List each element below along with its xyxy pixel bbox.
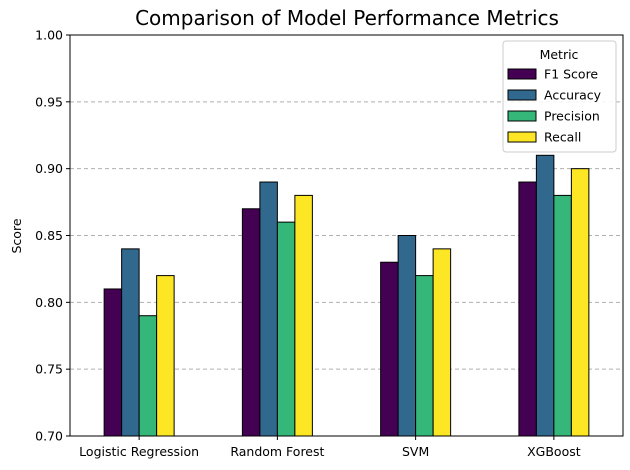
bar-accuracy	[535, 154, 555, 437]
x-tick-label: XGBoost	[527, 444, 581, 459]
y-tick-label: 1.00	[35, 28, 63, 43]
legend-swatch	[507, 68, 537, 80]
y-tick-label: 0.70	[35, 429, 63, 444]
plot-frame	[69, 34, 624, 437]
legend-title: Metric	[540, 47, 579, 62]
bar-f1-score	[380, 261, 399, 437]
bar-precision	[276, 221, 296, 437]
y-tick-label: 0.85	[35, 228, 63, 243]
x-axis-ticks: Logistic Regression Random Forest SVM XGBoo…	[79, 436, 581, 459]
legend-label: Precision	[544, 109, 600, 124]
bar-precision	[553, 194, 572, 437]
bar-recall	[432, 248, 452, 437]
legend-swatch	[507, 89, 537, 101]
y-tick-label: 0.75	[35, 362, 63, 377]
y-axis-label: Score	[9, 218, 24, 253]
legend-label: Recall	[544, 130, 581, 145]
bar-precision	[415, 275, 434, 437]
bar-precision	[138, 315, 158, 437]
x-tick-label: Logistic Regression	[79, 444, 199, 459]
legend: Metric F1 Score Accuracy Precision Recall	[502, 40, 617, 153]
x-tick-label: SVM	[402, 444, 429, 459]
bar-recall	[570, 168, 590, 437]
bars	[103, 154, 590, 437]
bar-accuracy	[397, 235, 417, 437]
legend-label: F1 Score	[544, 67, 598, 82]
legend-swatch	[507, 131, 537, 143]
bar-f1-score	[241, 208, 261, 437]
legend-label: Accuracy	[544, 88, 602, 103]
y-tick-label: 0.80	[35, 295, 63, 310]
bar-f1-score	[518, 181, 537, 437]
legend-items: F1 Score Accuracy Precision Recall	[507, 67, 602, 145]
bar-f1-score	[103, 288, 123, 437]
bar-accuracy	[121, 248, 140, 437]
bar-recall	[294, 194, 313, 437]
y-tick-label: 0.95	[35, 94, 63, 109]
bar-accuracy	[259, 181, 278, 437]
legend-swatch	[507, 110, 537, 122]
y-axis-ticks: 0.70 0.75 0.80 0.85 0.90 0.95 1.00	[35, 28, 70, 444]
chart-title: Comparison of Model Performance Metrics	[135, 6, 559, 30]
bar-recall	[156, 275, 175, 437]
x-tick-label: Random Forest	[230, 444, 324, 459]
y-tick-label: 0.90	[35, 161, 63, 176]
